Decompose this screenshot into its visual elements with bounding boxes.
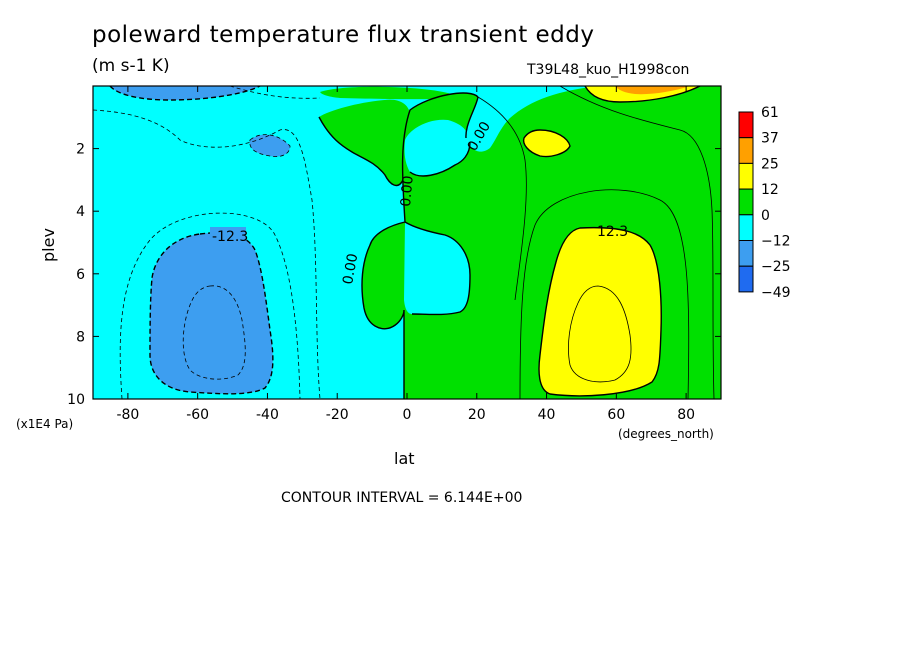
x-axis: -80 -60 -40 -20 0 20 40 60 80 [116,86,695,423]
plot-area: -12.3 0.00 0.00 0.00 12.3 [93,86,721,399]
y-tick-label: 8 [76,329,85,345]
contour-label-zero-2: 0.00 [398,175,417,207]
region-negative-25-south [150,232,273,394]
chart-units: (m s-1 K) [92,56,170,76]
contour-pos-6-east [477,86,715,399]
contour-pos-top [584,86,701,103]
y-axis: 2 4 6 8 10 [67,142,721,408]
y-tick-label: 6 [76,267,85,283]
colorbar-swatch [738,111,754,139]
x-tick-label: -40 [256,407,279,423]
x-tick-label: 80 [677,407,695,423]
contour-pos-6-north [519,189,690,399]
region-negative-25-upper [249,134,290,157]
x-tick-label: -60 [186,407,209,423]
x-tick-label: 60 [607,407,625,423]
colorbar-swatch [738,137,754,164]
chart-title: poleward temperature flux transient eddy [92,22,595,48]
region-negative-inner [404,222,470,315]
y-tick-label: 10 [67,392,85,408]
colorbar: 61 37 25 12 0 −12 −25 −49 [738,105,791,301]
colorbar-swatch [738,214,754,242]
contour-pos-18-north [568,285,632,383]
region-negative-25-top [110,86,260,100]
colorbar-swatch [738,265,754,293]
contour-neg-6-south [119,212,301,399]
contour-label-pos: 12.3 [597,224,628,240]
colorbar-label: 61 [761,105,779,121]
region-positive-25-top [615,86,690,95]
contour-interval: CONTOUR INTERVAL = 6.144E+00 [281,490,522,506]
colorbar-swatch [738,162,754,190]
y-axis-label: plev [39,228,58,262]
contour-zero-main [361,92,479,399]
x-tick-label: -20 [326,407,349,423]
colorbar-label: −25 [761,259,791,275]
x-tick-label: 40 [538,407,556,423]
contour-neg-6-west [93,109,321,399]
colorbar-swatch [738,188,754,216]
contour-pos-12-north [538,226,662,397]
region-positive-0-upper [319,99,411,186]
region-negative-inner-upper [404,119,470,176]
contour-label-bg [210,227,246,243]
colorbar-label: 0 [761,208,770,224]
colorbar-label: 25 [761,156,779,172]
contour-neg-top-b [229,86,321,99]
contour-pos-12-upper [522,129,571,158]
region-positive-0-top [320,86,460,100]
colorbar-label: −49 [761,285,791,301]
colorbar-label: 37 [761,131,779,147]
x-axis-label: lat [394,449,415,468]
contour-neg-12-upper [249,134,291,157]
y-tick-label: 4 [76,204,85,220]
contour-zero-inner-upper [409,96,479,177]
colorbar-swatch [738,240,754,267]
contour-zero-inner [404,221,471,316]
x-axis-units: (degrees_north) [618,427,714,441]
colorbar-label: 12 [761,182,779,198]
contour-zero-upper [318,116,404,187]
x-tick-label: -80 [116,407,139,423]
run-label: T39L48_kuo_H1998con [527,62,690,78]
y-axis-units: (x1E4 Pa) [16,417,73,431]
region-positive-12-upper [523,130,570,157]
colorbar-label: −12 [761,234,791,250]
contour-label-zero-1: 0.00 [340,252,361,285]
x-tick-label: 0 [403,407,412,423]
y-tick-label: 2 [76,142,85,158]
contour-neg-top [109,86,261,101]
contour-label-neg: -12.3 [212,229,248,245]
x-tick-label: 20 [468,407,486,423]
contour-neg-12-south [149,232,274,395]
contour-lines [93,86,715,399]
